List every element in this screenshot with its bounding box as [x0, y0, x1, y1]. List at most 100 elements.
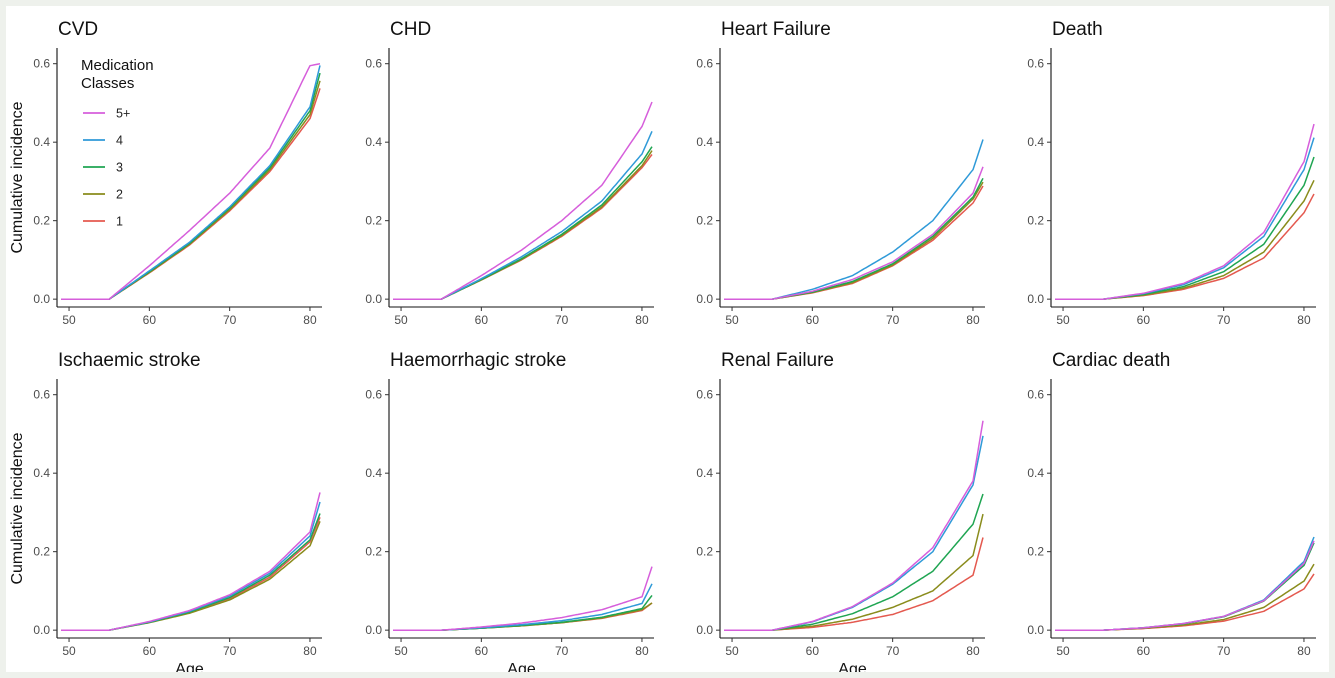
series-line-4 [724, 435, 984, 631]
y-tick-label: 0.6 [1027, 57, 1044, 71]
series-line-1 [1055, 573, 1315, 631]
x-axis-title: Age [838, 661, 867, 672]
series-line-3 [1055, 156, 1315, 300]
series-line-1 [724, 537, 984, 631]
series-line-5plus [724, 420, 984, 631]
series-line-3 [724, 177, 984, 300]
y-tick-label: 0.0 [365, 623, 382, 637]
y-tick-label: 0.2 [365, 545, 382, 559]
y-axis-title: Cumulative incidence [9, 101, 26, 253]
x-tick-label: 70 [555, 644, 569, 658]
y-tick-label: 0.6 [33, 388, 50, 402]
x-axis-title: Age [507, 661, 536, 672]
x-tick-label: 70 [555, 313, 569, 327]
series-line-5plus [1055, 540, 1315, 631]
y-tick-label: 0.2 [696, 545, 713, 559]
x-tick-label: 50 [1056, 644, 1070, 658]
y-tick-label: 0.0 [33, 292, 50, 306]
legend-label: 2 [116, 188, 123, 202]
x-tick-label: 60 [475, 644, 489, 658]
y-tick-label: 0.4 [365, 135, 382, 149]
y-tick-label: 0.6 [696, 388, 713, 402]
panel-ischaemic-stroke: Ischaemic stroke 0.0 0.2 0.4 0.6 50 60 70 80 Cumu… [9, 350, 322, 678]
y-tick-label: 0.4 [33, 466, 50, 480]
chart-figure: CVD 0.0 0.2 0.4 0.6 50 60 70 80 Cumulative incide… [6, 6, 1329, 678]
x-tick-label: 70 [1217, 313, 1231, 327]
y-tick-label: 0.4 [365, 466, 382, 480]
y-tick-label: 0.0 [33, 623, 50, 637]
x-tick-label: 60 [1137, 313, 1151, 327]
series-line-5plus [61, 63, 321, 300]
y-tick-label: 0.6 [365, 57, 382, 71]
series-line-5plus [1055, 123, 1315, 300]
series-line-3 [724, 493, 984, 631]
panel-heart-failure: Heart Failure 0.0 0.2 0.4 0.6 50 60 70 80 [696, 19, 985, 327]
legend-label: 5+ [116, 107, 130, 121]
series-line-3 [1055, 542, 1315, 631]
panel-renal-failure: Renal Failure 0.0 0.2 0.4 0.6 50 60 70 80 Age [696, 350, 985, 678]
panel-title: Ischaemic stroke [58, 350, 201, 371]
x-tick-label: 70 [223, 644, 237, 658]
x-tick-label: 80 [966, 644, 980, 658]
y-axis-title: Cumulative incidence [9, 432, 26, 584]
x-tick-label: 80 [1297, 644, 1311, 658]
series-line-4 [61, 65, 321, 300]
y-tick-label: 0.2 [1027, 214, 1044, 228]
series-line-4 [393, 130, 653, 300]
y-tick-label: 0.4 [33, 135, 50, 149]
legend-label: 1 [116, 215, 123, 229]
x-tick-label: 80 [1297, 313, 1311, 327]
y-tick-label: 0.0 [696, 292, 713, 306]
x-tick-label: 60 [1137, 644, 1151, 658]
panel-title: Haemorrhagic stroke [390, 350, 566, 371]
panel-title: Renal Failure [721, 350, 834, 371]
legend-label: 4 [116, 134, 123, 148]
x-tick-label: 80 [303, 644, 317, 658]
y-tick-label: 0.2 [1027, 545, 1044, 559]
x-tick-label: 50 [62, 644, 76, 658]
x-tick-label: 60 [475, 313, 489, 327]
x-tick-label: 50 [725, 644, 739, 658]
x-tick-label: 80 [966, 313, 980, 327]
series-line-5plus [61, 492, 321, 631]
x-tick-label: 60 [806, 644, 820, 658]
legend-title: Classes [81, 75, 134, 92]
y-tick-label: 0.0 [1027, 292, 1044, 306]
series-line-4 [1055, 536, 1315, 631]
y-tick-label: 0.0 [1027, 623, 1044, 637]
x-tick-label: 70 [223, 313, 237, 327]
y-tick-label: 0.2 [696, 214, 713, 228]
y-tick-label: 0.2 [33, 214, 50, 228]
series-line-2 [61, 521, 321, 631]
x-tick-label: 50 [1056, 313, 1070, 327]
series-line-5plus [393, 566, 653, 631]
y-tick-label: 0.0 [365, 292, 382, 306]
y-tick-label: 0.6 [33, 57, 50, 71]
x-tick-label: 50 [394, 644, 408, 658]
panel-death: Death 0.0 0.2 0.4 0.6 50 60 70 80 [1027, 19, 1316, 327]
y-tick-label: 0.2 [33, 545, 50, 559]
panel-cvd: CVD 0.0 0.2 0.4 0.6 50 60 70 80 Cumulative incide… [9, 19, 322, 327]
x-tick-label: 80 [635, 313, 649, 327]
panel-title: CHD [390, 19, 431, 40]
x-tick-label: 60 [143, 644, 157, 658]
x-tick-label: 50 [725, 313, 739, 327]
x-tick-label: 60 [806, 313, 820, 327]
legend-title: Medication [81, 57, 154, 74]
x-tick-label: 80 [303, 313, 317, 327]
x-axis-title: Age [175, 661, 204, 672]
x-tick-label: 50 [394, 313, 408, 327]
y-tick-label: 0.4 [1027, 466, 1044, 480]
x-tick-label: 70 [1217, 644, 1231, 658]
x-tick-label: 70 [886, 644, 900, 658]
series-line-4 [724, 139, 984, 300]
panel-title: Death [1052, 19, 1103, 40]
panel-title: CVD [58, 19, 98, 40]
y-tick-label: 0.0 [696, 623, 713, 637]
x-tick-label: 80 [635, 644, 649, 658]
x-tick-label: 70 [886, 313, 900, 327]
panel-title: Heart Failure [721, 19, 831, 40]
series-line-3 [61, 72, 321, 300]
legend-label: 3 [116, 161, 123, 175]
